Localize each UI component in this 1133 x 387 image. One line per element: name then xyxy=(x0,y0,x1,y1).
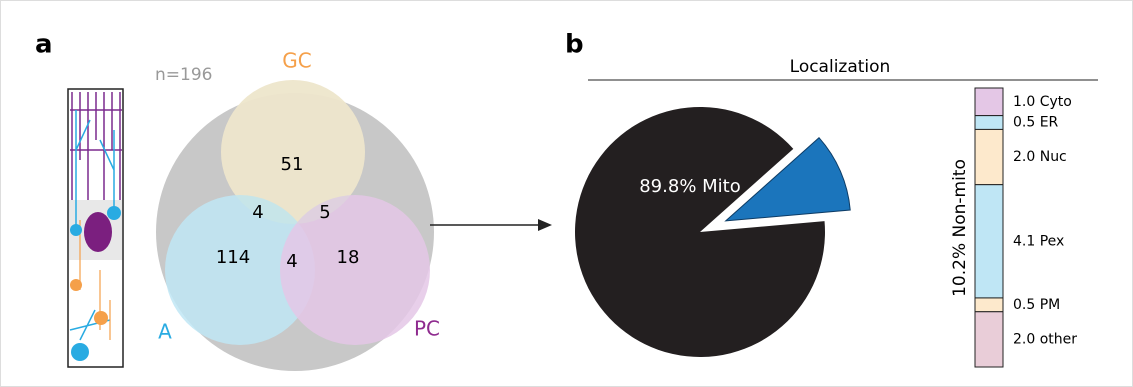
region-count: 4 xyxy=(252,202,263,223)
bar-segment xyxy=(975,185,1003,298)
region-count: 51 xyxy=(281,154,304,175)
slice-label: 89.8% Mito xyxy=(639,176,741,197)
segment-label: 0.5 PM xyxy=(1013,297,1060,313)
set-label: GC xyxy=(282,49,311,73)
region-count: 5 xyxy=(319,202,330,223)
pie-title: Localization xyxy=(790,57,891,77)
segment-label: 2.0 Nuc xyxy=(1013,149,1067,165)
region-count: 114 xyxy=(216,247,250,268)
segment-label: 0.5 ER xyxy=(1013,115,1059,131)
segment-label: 2.0 other xyxy=(1013,331,1077,347)
region-count: 18 xyxy=(337,247,360,268)
segment-label: 4.1 Pex xyxy=(1013,233,1064,249)
set-label: A xyxy=(158,320,172,344)
bar-segment xyxy=(975,312,1003,367)
bar-segment xyxy=(975,129,1003,184)
total-label: n=196 xyxy=(155,65,212,85)
segment-label: 1.0 Cyto xyxy=(1013,94,1072,110)
region-count: 4 xyxy=(286,251,297,272)
bar-segment xyxy=(975,298,1003,312)
bar-segment xyxy=(975,116,1003,130)
axis-label: 10.2% Non-mito xyxy=(950,159,970,297)
set-label: PC xyxy=(414,317,440,341)
panel-label: a xyxy=(35,30,53,60)
panel-label: b xyxy=(565,30,584,60)
pie-slice xyxy=(575,107,825,357)
bar-segment xyxy=(975,88,1003,116)
figure: a n=196 b Localization 10.2% Non-mito GC… xyxy=(0,0,1133,387)
slice-label: 10.2% xyxy=(829,257,886,278)
cell-illustration xyxy=(68,89,123,367)
